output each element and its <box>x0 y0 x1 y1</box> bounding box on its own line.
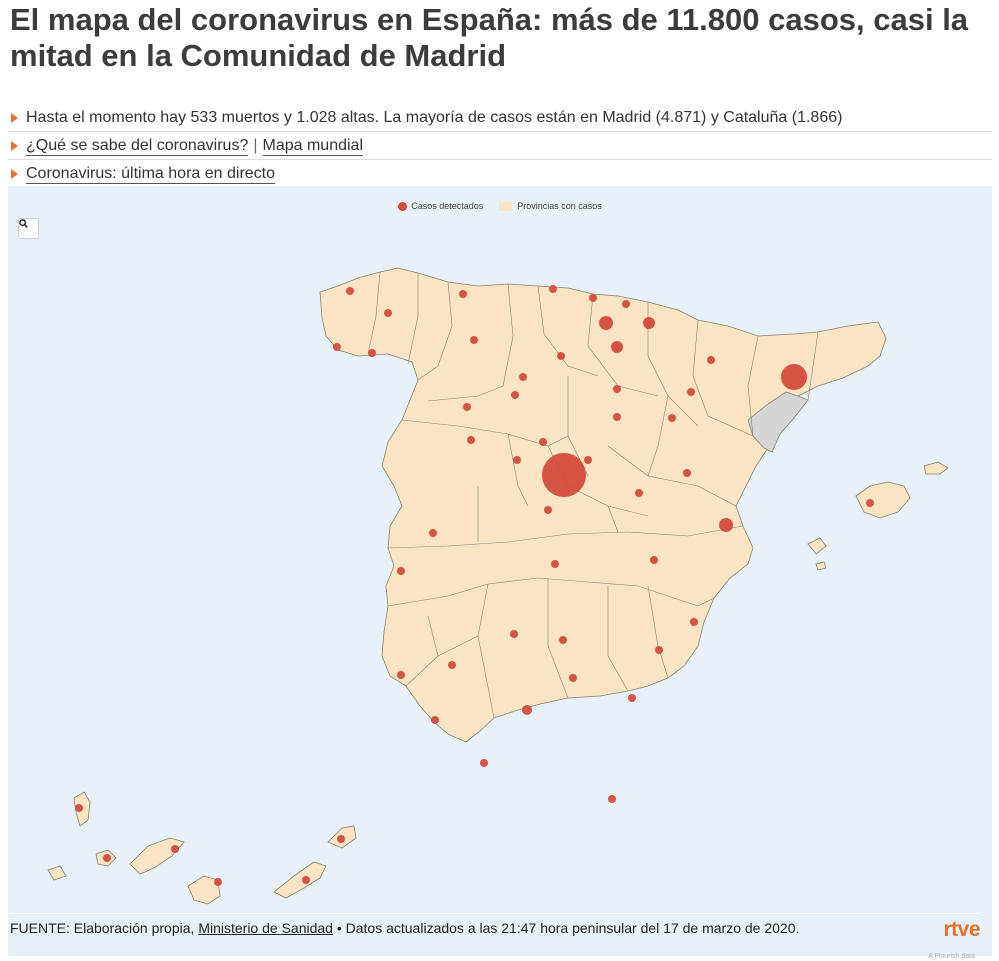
triangle-bullet-icon <box>11 141 18 151</box>
bubble-madrid[interactable] <box>542 453 586 497</box>
legend-cases: Casos detectados <box>398 201 483 211</box>
fuerteventura-island <box>273 861 327 899</box>
live-link-bullet: Coronavirus: última hora en directo <box>8 160 992 188</box>
ibiza-island <box>807 537 827 555</box>
bubble-navarra[interactable] <box>643 317 655 329</box>
legend-provinces-label: Provincias con casos <box>517 201 602 211</box>
mallorca-island <box>855 481 911 519</box>
el-hierro-island <box>47 865 67 881</box>
formentera-island <box>815 561 827 571</box>
bubble-valladolid[interactable] <box>511 391 519 399</box>
que-se-sabe-link[interactable]: ¿Qué se sabe del coronavirus? <box>26 136 249 156</box>
triangle-bullet-icon <box>11 169 18 179</box>
legend-provinces: Provincias con casos <box>499 201 602 211</box>
related-links: Hasta el momento hay 533 muertos y 1.028… <box>8 104 992 188</box>
link-separator: | <box>253 137 258 154</box>
bubble-caceres[interactable] <box>429 529 437 537</box>
bubble-la-gomera[interactable] <box>103 854 111 862</box>
bubble-teruel[interactable] <box>668 414 676 422</box>
bubble-soria[interactable] <box>613 413 621 421</box>
bubble-ourense[interactable] <box>368 349 376 357</box>
zoom-button[interactable] <box>18 218 39 239</box>
bubble-barcelona[interactable] <box>781 364 807 390</box>
bubble-mallorca[interactable] <box>866 499 874 507</box>
bubble-fuerteventura[interactable] <box>302 876 310 884</box>
bubble-malaga[interactable] <box>522 705 532 715</box>
menorca-island <box>923 461 949 475</box>
bubble-ceuta[interactable] <box>480 759 488 767</box>
search-icon <box>19 219 28 228</box>
bubble-castellon[interactable] <box>683 469 691 477</box>
map-panel[interactable]: Casos detectados Provincias con casos <box>8 186 992 956</box>
bubble-segovia[interactable] <box>539 438 547 446</box>
bubble-lanzarote[interactable] <box>337 835 345 843</box>
bubble-badajoz[interactable] <box>397 567 405 575</box>
bubble-cadiz[interactable] <box>431 716 439 724</box>
bubble-toledo[interactable] <box>544 506 552 514</box>
case-bubbles[interactable] <box>75 285 874 886</box>
bubble-alicante[interactable] <box>690 618 698 626</box>
bubble-avila[interactable] <box>513 456 521 464</box>
triangle-bullet-icon <box>11 113 18 123</box>
province-borders <box>367 271 819 719</box>
bubble-melilla[interactable] <box>608 795 616 803</box>
bubble-vizcaya[interactable] <box>589 294 597 302</box>
bubble-salamanca[interactable] <box>467 436 475 444</box>
bubble-lleida[interactable] <box>687 388 695 396</box>
ultima-hora-link[interactable]: Coronavirus: última hora en directo <box>26 164 276 184</box>
flourish-credit[interactable]: A Flourish data <box>928 953 975 960</box>
bubble-palencia[interactable] <box>519 373 527 381</box>
bubble-a-coruna[interactable] <box>346 287 354 295</box>
peninsula-landmass <box>319 267 887 743</box>
rtve-logo: rtve <box>943 918 980 941</box>
bubble-cuenca[interactable] <box>635 489 643 497</box>
footer: FUENTE: Elaboración propia, Ministerio d… <box>10 913 980 942</box>
bubble-cordoba[interactable] <box>510 630 518 638</box>
legend-swatch-icon <box>499 201 513 211</box>
ministerio-sanidad-link[interactable]: Ministerio de Sanidad <box>198 920 333 936</box>
bubble-valencia[interactable] <box>719 518 733 532</box>
bubble-la-rioja[interactable] <box>611 341 623 353</box>
bubble-alava[interactable] <box>599 316 613 330</box>
spain-map[interactable] <box>8 186 992 911</box>
bubble-jaen[interactable] <box>559 636 567 644</box>
bubble-guadalajara[interactable] <box>584 456 592 464</box>
bubble-huesca[interactable] <box>707 356 715 364</box>
summary-bullet: Hasta el momento hay 533 muertos y 1.028… <box>8 104 992 132</box>
bubble-almeria[interactable] <box>628 694 636 702</box>
legend-cases-label: Casos detectados <box>411 201 484 211</box>
province-no-data <box>747 391 809 453</box>
mapa-mundial-link[interactable]: Mapa mundial <box>262 136 363 156</box>
bubble-burgos[interactable] <box>557 352 565 360</box>
bubble-tenerife[interactable] <box>171 845 179 853</box>
bubble-asturias[interactable] <box>459 290 467 298</box>
bubble-zaragoza[interactable] <box>613 385 621 393</box>
bubble-cantabria[interactable] <box>549 285 557 293</box>
bubble-guipuzcoa[interactable] <box>622 300 630 308</box>
gran-canaria-island <box>187 875 221 905</box>
legend-dot-icon <box>398 201 408 211</box>
map-legend: Casos detectados Provincias con casos <box>8 201 992 211</box>
bubble-zamora[interactable] <box>463 403 471 411</box>
bubble-murcia[interactable] <box>655 646 663 654</box>
bubble-leon[interactable] <box>470 336 478 344</box>
bubble-gran-canaria[interactable] <box>214 878 222 886</box>
bubble-ciudad-real[interactable] <box>551 560 559 568</box>
bubble-sevilla[interactable] <box>448 661 456 669</box>
headline: El mapa del coronavirus en España: más d… <box>10 2 969 73</box>
update-note: • Datos actualizados a las 21:47 hora pe… <box>336 920 800 936</box>
source-prefix: FUENTE: Elaboración propia, <box>10 920 195 936</box>
info-links-bullet: ¿Qué se sabe del coronavirus? | Mapa mun… <box>8 132 992 160</box>
summary-text: Hasta el momento hay 533 muertos y 1.028… <box>26 109 843 126</box>
bubble-albacete[interactable] <box>650 556 658 564</box>
bubble-lugo[interactable] <box>384 309 392 317</box>
bubble-huelva[interactable] <box>397 671 405 679</box>
bubble-la-palma[interactable] <box>75 804 83 812</box>
bubble-granada[interactable] <box>569 674 577 682</box>
bubble-pontevedra[interactable] <box>333 343 341 351</box>
tenerife-island <box>129 837 185 875</box>
